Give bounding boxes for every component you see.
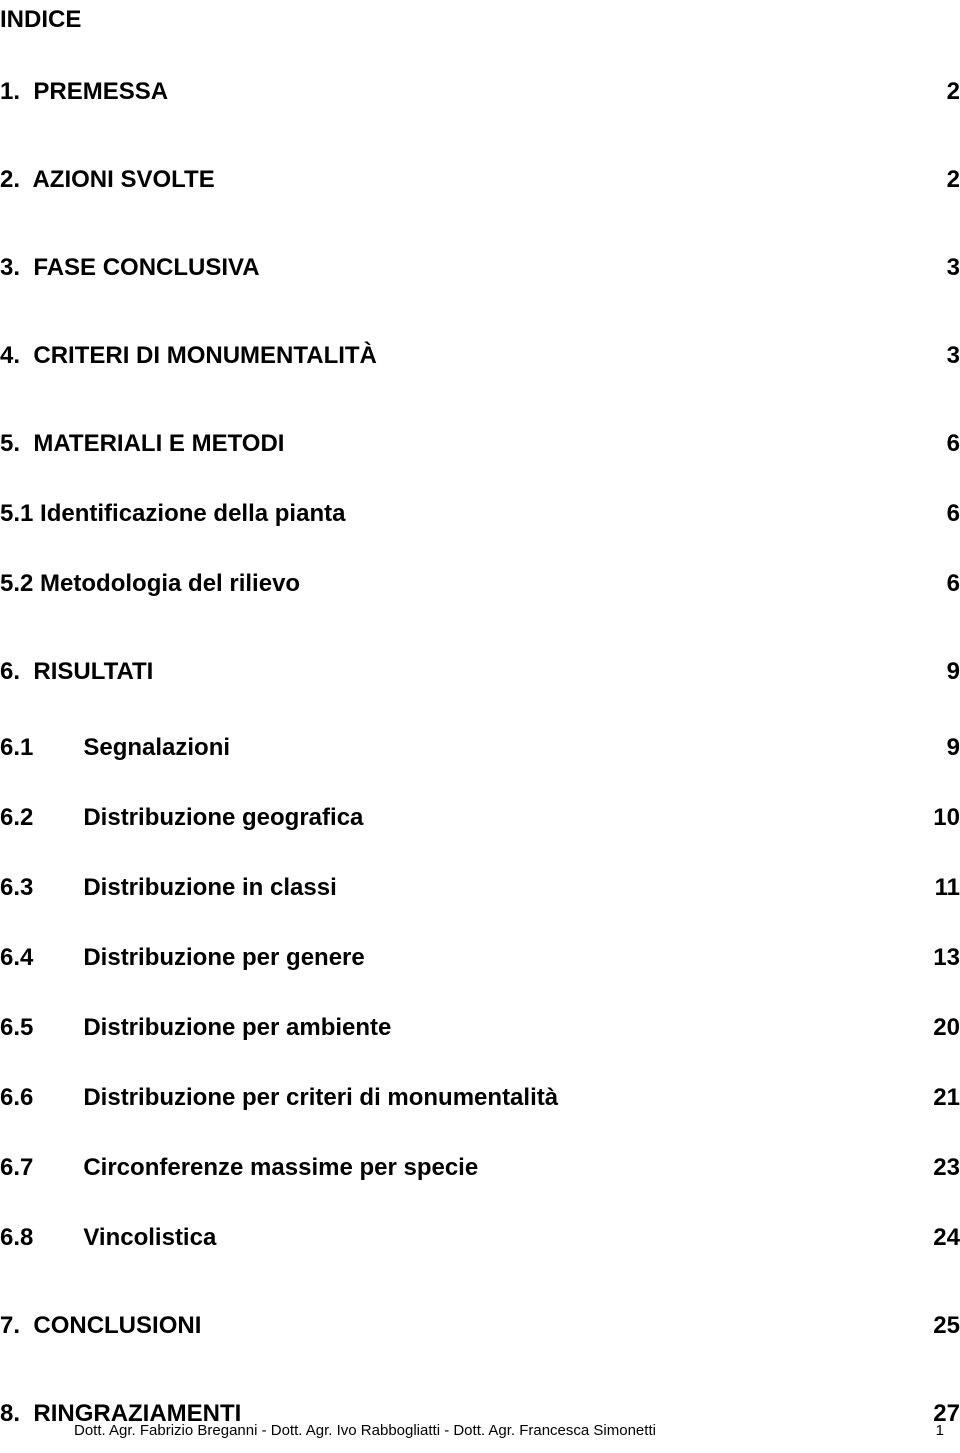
toc-entry: 3. FASE CONCLUSIVA 3 [0,254,960,282]
toc-page: 3 [947,342,960,370]
toc-page: 9 [947,658,960,686]
toc-page: 21 [933,1084,960,1112]
toc-entry: 6.1 Segnalazioni 9 [0,734,960,762]
page: INDICE 1. PREMESSA 2 2. AZIONI SVOLTE 2 … [0,0,960,1453]
toc-page: 9 [947,734,960,762]
toc-entry: 6.5 Distribuzione per ambiente 20 [0,1014,960,1042]
toc-page: 6 [947,430,960,458]
page-footer: Dott. Agr. Fabrizio Breganni - Dott. Agr… [74,1422,944,1439]
toc-label: 5.1 Identificazione della pianta [0,500,345,528]
toc-entry: 7. CONCLUSIONI 25 [0,1312,960,1340]
toc-page: 2 [947,78,960,106]
toc-entry: 6.8 Vincolistica 24 [0,1224,960,1252]
toc-page: 13 [933,944,960,972]
toc-label: 6.2 Distribuzione geografica [0,804,363,832]
toc-label: 1. PREMESSA [0,78,168,106]
toc-entry: 5.2 Metodologia del rilievo 6 [0,570,960,598]
toc-label: 7. CONCLUSIONI [0,1312,201,1340]
toc-page: 24 [933,1224,960,1252]
toc-page: 3 [947,254,960,282]
toc-entry: 5.1 Identificazione della pianta 6 [0,500,960,528]
toc-label: 6.5 Distribuzione per ambiente [0,1014,391,1042]
toc-entry: 6.3 Distribuzione in classi 11 [0,874,960,902]
toc-page: 23 [933,1154,960,1182]
toc-entry: 6.2 Distribuzione geografica 10 [0,804,960,832]
toc-label: 6.7 Circonferenze massime per specie [0,1154,478,1182]
toc-label: 5. MATERIALI E METODI [0,430,284,458]
toc-label: 3. FASE CONCLUSIVA [0,254,260,282]
toc-label: 4. CRITERI DI MONUMENTALITÀ [0,342,377,370]
footer-text: Dott. Agr. Fabrizio Breganni - Dott. Agr… [74,1422,656,1439]
toc-label: 6.8 Vincolistica [0,1224,216,1252]
toc-page: 20 [933,1014,960,1042]
toc-entry: 6.7 Circonferenze massime per specie 23 [0,1154,960,1182]
toc-page: 2 [947,166,960,194]
toc-label: 6.4 Distribuzione per genere [0,944,365,972]
toc-entry: 6. RISULTATI 9 [0,658,960,686]
toc-entry: 1. PREMESSA 2 [0,78,960,106]
toc-label: 5.2 Metodologia del rilievo [0,570,300,598]
toc-label: 6.1 Segnalazioni [0,734,230,762]
footer-page-number: 1 [936,1422,944,1439]
page-title: INDICE [0,6,81,34]
toc-page: 6 [947,500,960,528]
toc-label: 6.3 Distribuzione in classi [0,874,337,902]
toc-label: 2. AZIONI SVOLTE [0,166,215,194]
toc-entry: 5. MATERIALI E METODI 6 [0,430,960,458]
toc-page: 11 [935,874,960,902]
toc-label: 6. RISULTATI [0,658,153,686]
toc-entry: 2. AZIONI SVOLTE 2 [0,166,960,194]
toc-entry: 4. CRITERI DI MONUMENTALITÀ 3 [0,342,960,370]
table-of-contents: 1. PREMESSA 2 2. AZIONI SVOLTE 2 3. FASE… [0,78,960,1428]
toc-label: 6.6 Distribuzione per criteri di monumen… [0,1084,558,1112]
toc-entry: 6.6 Distribuzione per criteri di monumen… [0,1084,960,1112]
toc-page: 6 [947,570,960,598]
toc-page: 25 [933,1312,960,1340]
toc-entry: 6.4 Distribuzione per genere 13 [0,944,960,972]
toc-page: 10 [933,804,960,832]
